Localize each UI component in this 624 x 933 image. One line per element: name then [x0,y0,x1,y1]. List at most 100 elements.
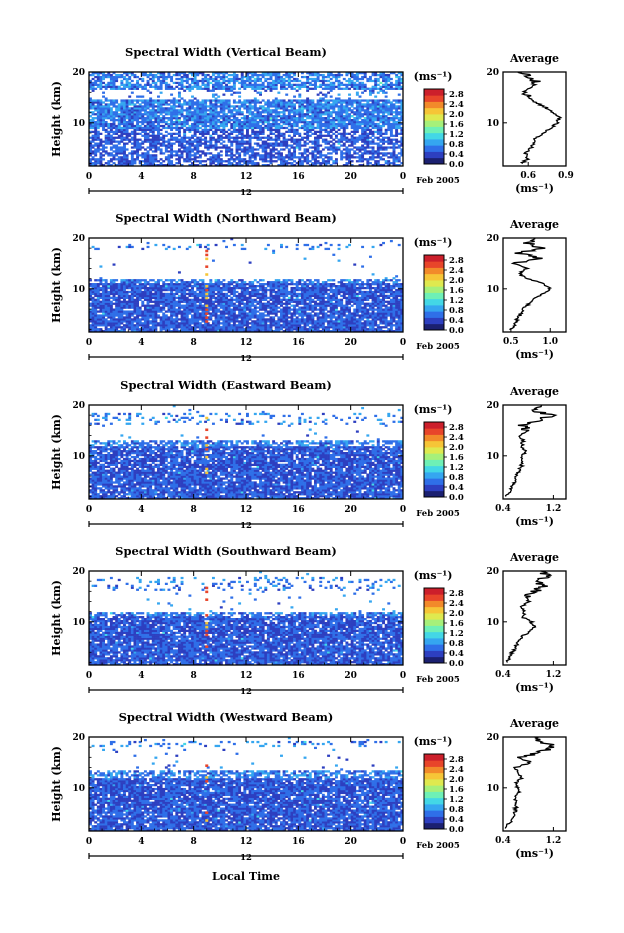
heatmap-cell [379,82,382,84]
heatmap-cell [345,74,348,76]
heatmap-cell [170,324,173,326]
heatmap-cell [317,139,320,141]
heatmap-cell [115,320,118,322]
heatmap-cell [126,135,129,137]
heatmap-cell [327,84,330,86]
heatmap-cell [217,101,220,103]
heatmap-cell [356,80,359,82]
heatmap-cell [332,328,335,330]
heatmap-cell [382,148,385,150]
heatmap-cell [264,320,267,322]
heatmap-cell [325,129,328,131]
heatmap-cell [160,137,163,139]
heatmap-cell [105,322,108,324]
heatmap-cell [126,113,129,115]
heatmap-cell [340,103,343,105]
heatmap-cell [361,105,364,107]
heatmap-cell [162,99,165,101]
heatmap-cell [283,121,286,123]
heatmap-cell [338,80,341,82]
heatmap-cell [102,129,105,131]
heatmap-cell [115,111,118,113]
heatmap-cell [123,156,126,158]
heatmap-cell [398,76,401,78]
heatmap-cell [277,326,280,328]
heatmap-cell [322,80,325,82]
heatmap-cell [188,111,191,113]
heatmap-cell [181,97,184,99]
heatmap-cell [280,154,283,156]
heatmap-cell [230,74,233,76]
heatmap-cell [209,117,212,119]
heatmap-cell [209,115,212,117]
heatmap-cell [97,144,100,146]
heatmap-cell [204,78,207,80]
heatmap-cell [387,101,390,103]
heatmap-cell [154,322,157,324]
heatmap-cell [390,314,393,316]
heatmap-cell [162,141,165,143]
heatmap-cell [343,139,346,141]
heatmap-cell [233,105,236,107]
heatmap-cell [353,117,356,119]
heatmap-cell [233,101,236,103]
heatmap-cell [220,158,223,160]
heatmap-cell [382,107,385,109]
heatmap-cell [113,158,116,160]
heatmap-cell [118,158,121,160]
heatmap-cell [123,76,126,78]
heatmap-cell [293,143,296,145]
heatmap-cell [154,137,157,139]
heatmap-cell [314,88,317,90]
heatmap-cell [393,162,396,164]
heatmap-cell [301,121,304,123]
heatmap-cell [290,103,293,105]
heatmap-cell [230,324,233,326]
heatmap-cell [293,125,296,127]
heatmap-cell [251,123,254,125]
heatmap-cell [92,111,95,113]
heatmap-cell [110,312,113,314]
heatmap-cell [170,80,173,82]
heatmap-cell [296,123,299,125]
heatmap-cell [154,150,157,152]
heatmap-cell [275,113,278,115]
heatmap-cell [259,314,262,316]
heatmap-cell [118,152,121,154]
heatmap-cell [393,123,396,125]
heatmap-cell [398,101,401,103]
heatmap-cell [369,328,372,330]
heatmap-cell [390,107,393,109]
heatmap-cell [94,144,97,146]
heatmap-cell [259,322,262,324]
heatmap-cell [128,117,131,119]
heatmap-cell [387,322,390,324]
heatmap-cell [275,117,278,119]
heatmap-cell [369,125,372,127]
heatmap-cell [377,137,380,139]
heatmap-cell [175,127,178,129]
heatmap-cell [154,115,157,117]
heatmap-cell [319,129,322,131]
heatmap-cell [225,320,228,322]
heatmap-cell [348,322,351,324]
heatmap-cell [293,152,296,154]
heatmap-cell [196,150,199,152]
heatmap-cell [144,141,147,143]
heatmap-cell [398,160,401,162]
heatmap-cell [175,111,178,113]
heatmap-cell [369,103,372,105]
heatmap-cell [369,94,372,96]
heatmap-cell [212,107,215,109]
heatmap-cell [152,82,155,84]
heatmap-cell [110,139,113,141]
heatmap-cell [390,131,393,133]
heatmap-cell [126,78,129,80]
heatmap-cell [249,146,252,148]
heatmap-cell [298,121,301,123]
heatmap-cell [149,135,152,137]
heatmap-cell [262,141,265,143]
heatmap-cell [136,141,139,143]
heatmap-cell [222,322,225,324]
heatmap-cell [382,143,385,145]
